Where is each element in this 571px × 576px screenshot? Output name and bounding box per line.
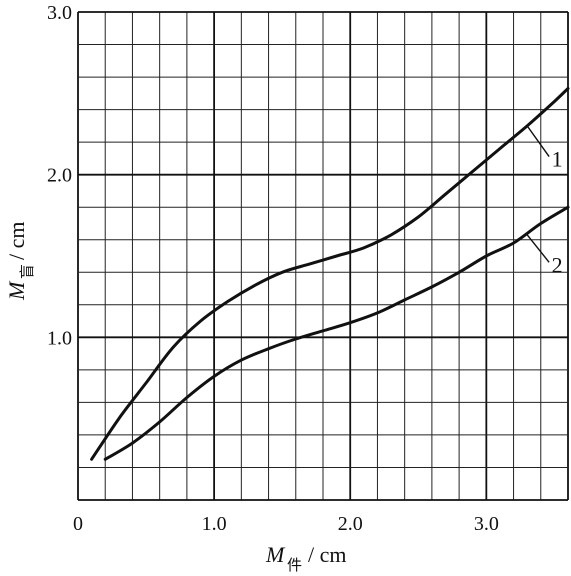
y-tick-label: 2.0 xyxy=(47,165,72,187)
x-tick-label: 1.0 xyxy=(202,513,227,535)
x-axis-label-main: M xyxy=(265,542,286,567)
y-tick-label: 1.0 xyxy=(47,327,72,349)
x-tick-label: 2.0 xyxy=(338,513,363,535)
curves xyxy=(90,87,570,461)
x-axis-label-sub: 件 xyxy=(287,556,302,574)
curve-labels: 12 xyxy=(526,125,563,277)
curve-label-leader-1 xyxy=(526,125,550,157)
x-axis-label: M 件 / cm xyxy=(265,542,347,574)
x-tick-label: 0 xyxy=(73,513,83,535)
series-line-1 xyxy=(90,87,570,461)
y-axis-label-sub: 盲 xyxy=(18,264,36,279)
y-tick-label: 3.0 xyxy=(47,2,72,24)
y-axis-label-unit: / cm xyxy=(4,222,29,261)
x-axis-label-unit: / cm xyxy=(308,542,347,567)
curve-label-leader-2 xyxy=(526,234,550,263)
curve-label-1: 1 xyxy=(552,147,563,172)
x-tick-label: 3.0 xyxy=(474,513,499,535)
grid xyxy=(77,11,569,501)
y-axis-label-main: M xyxy=(4,280,29,301)
tick-labels: 0 1.0 2.0 3.0 1.0 2.0 3.0 xyxy=(47,2,499,535)
y-axis-label: M 盲 / cm xyxy=(4,222,36,302)
curve-label-2: 2 xyxy=(552,252,563,277)
series-line-2 xyxy=(103,205,570,461)
